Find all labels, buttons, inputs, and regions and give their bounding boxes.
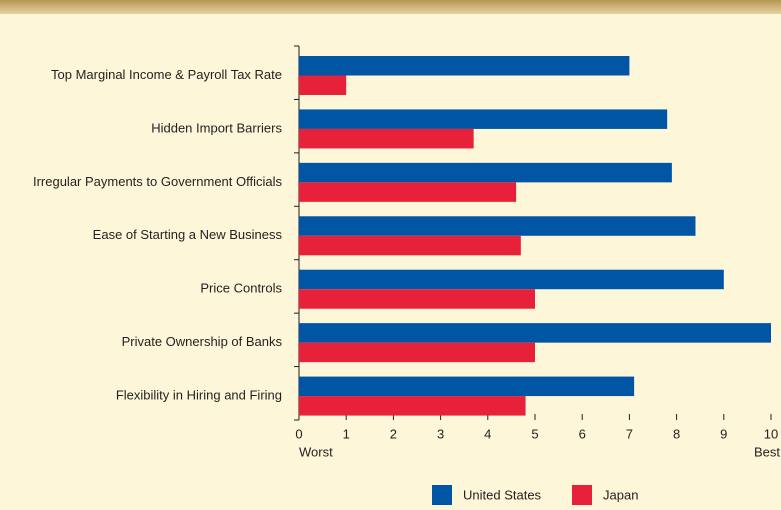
x-tick-label: 0 <box>295 426 302 441</box>
x-tick-label: 5 <box>531 426 538 441</box>
y-tick-label: Price Controls <box>200 281 282 296</box>
y-tick-label: Irregular Payments to Government Officia… <box>33 174 283 189</box>
bar <box>299 396 526 416</box>
x-tick-label: 1 <box>343 426 350 441</box>
y-tick-label: Ease of Starting a New Business <box>93 227 283 242</box>
bar <box>299 109 668 129</box>
legend-label: United States <box>463 487 542 502</box>
x-tick-label: 7 <box>626 426 633 441</box>
x-tick-label: 2 <box>390 426 397 441</box>
x-tick-label: 3 <box>437 426 444 441</box>
bar <box>299 128 474 149</box>
top-band <box>0 0 781 14</box>
bar <box>299 75 347 95</box>
annotation: Best <box>754 444 780 459</box>
y-tick-label: Private Ownership of Banks <box>122 334 283 349</box>
bar <box>299 182 517 202</box>
legend-swatch <box>572 485 592 505</box>
annotation: Worst <box>299 444 333 459</box>
bar <box>299 56 630 76</box>
y-tick-label: Hidden Import Barriers <box>151 120 282 135</box>
bar <box>299 376 635 397</box>
bar <box>299 323 771 343</box>
bar <box>299 162 672 183</box>
bar <box>299 289 535 309</box>
legend-label: Japan <box>603 487 638 502</box>
legend-swatch <box>432 485 452 505</box>
x-tick-label: 8 <box>673 426 680 441</box>
bar <box>299 342 535 363</box>
x-tick-label: 4 <box>484 426 491 441</box>
bar <box>299 269 724 290</box>
x-tick-label: 10 <box>764 426 778 441</box>
bar <box>299 235 521 256</box>
x-tick-label: 6 <box>579 426 586 441</box>
y-tick-label: Flexibility in Hiring and Firing <box>116 388 282 403</box>
y-tick-label: Top Marginal Income & Payroll Tax Rate <box>51 67 282 82</box>
bar <box>299 216 696 236</box>
x-tick-label: 9 <box>720 426 727 441</box>
